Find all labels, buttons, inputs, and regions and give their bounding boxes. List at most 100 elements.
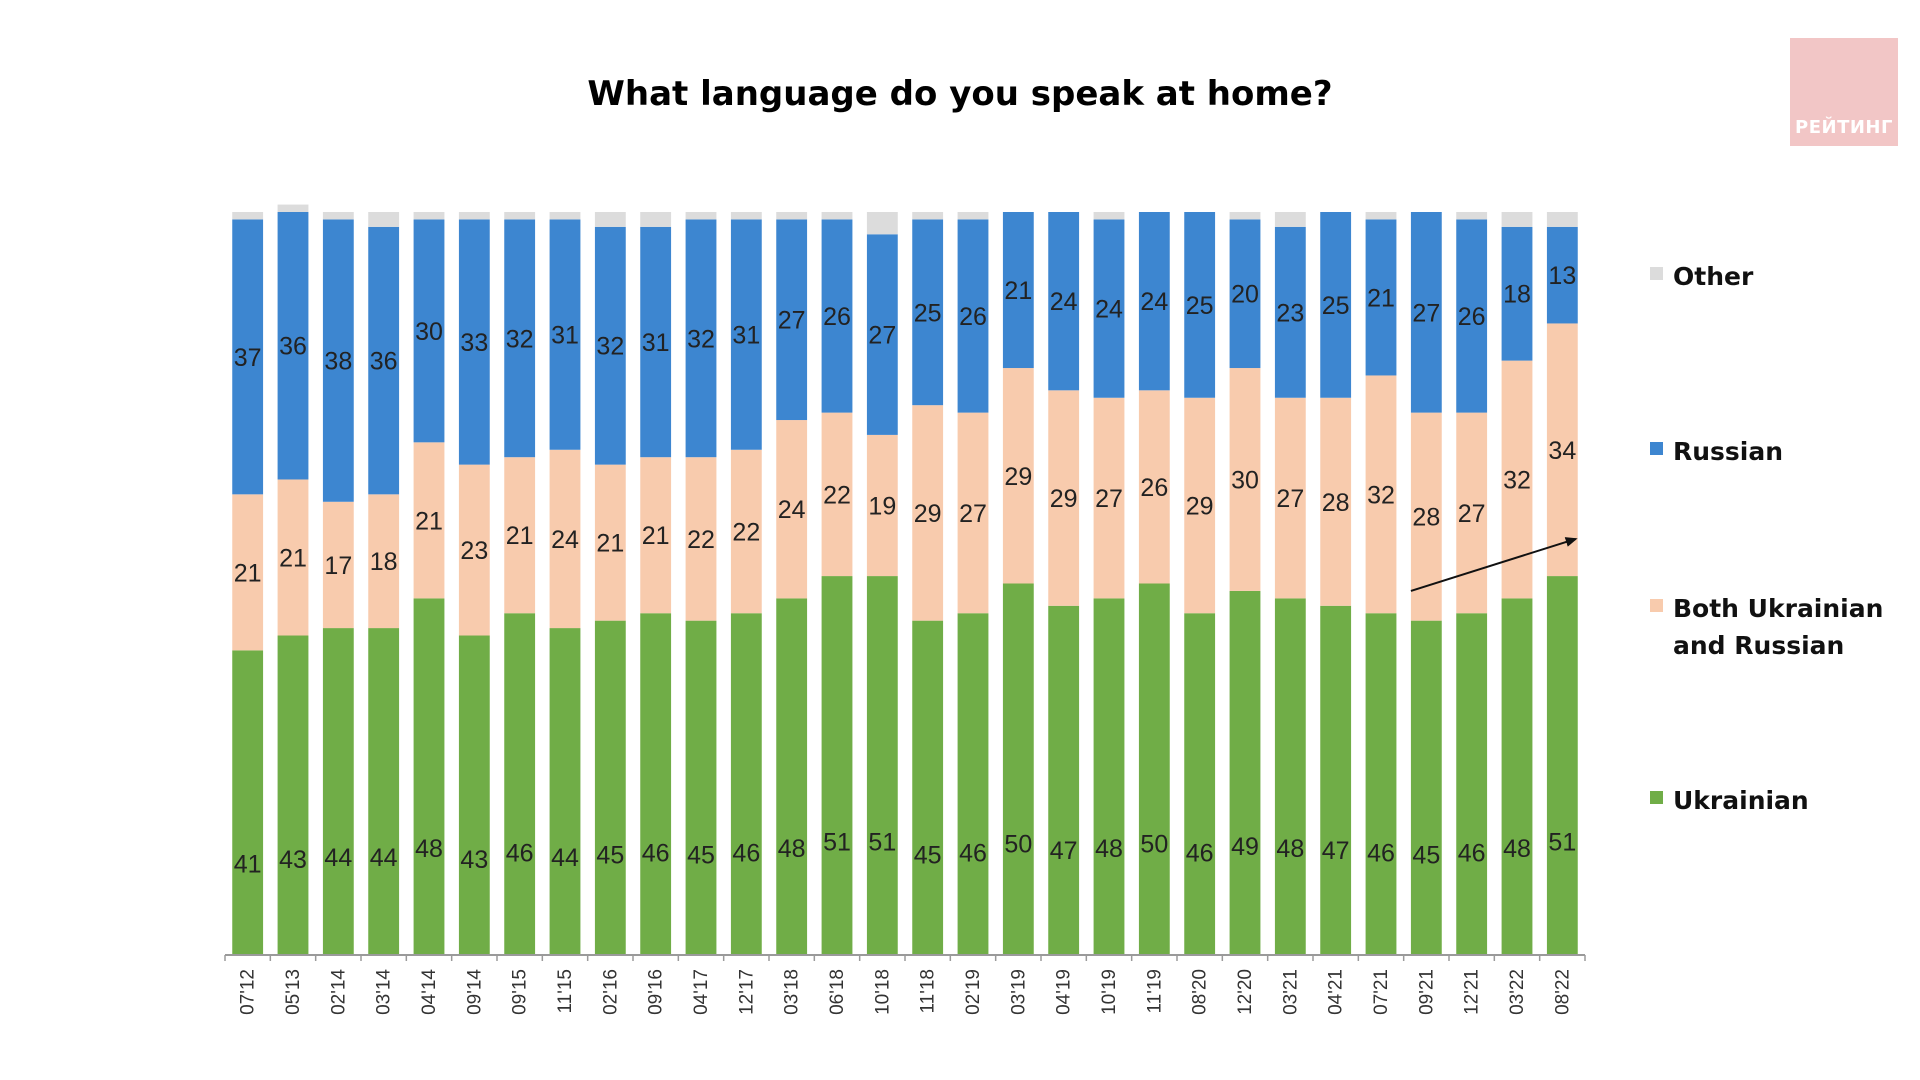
bar-ukrainian-12 bbox=[776, 598, 808, 955]
x-tick-label-8: 02'16 bbox=[600, 969, 621, 1015]
value-label-russian-8: 32 bbox=[596, 333, 624, 361]
logo-text: РЕЙТИНГ bbox=[1795, 117, 1893, 138]
value-label-russian-15: 25 bbox=[914, 299, 942, 327]
x-tick-label-6: 09'15 bbox=[510, 969, 531, 1015]
value-label-ukrainian-4: 48 bbox=[415, 835, 443, 863]
x-tick-label-20: 11'19 bbox=[1144, 969, 1165, 1014]
legend-swatch-ukrainian bbox=[1650, 791, 1663, 804]
value-label-russian-23: 23 bbox=[1276, 299, 1304, 327]
x-tick-label-13: 06'18 bbox=[827, 969, 848, 1015]
x-tick-label-22: 12'20 bbox=[1235, 969, 1256, 1015]
value-label-russian-17: 21 bbox=[1004, 277, 1032, 305]
bar-both-ukrainian-and-russian-17 bbox=[1002, 368, 1034, 584]
value-label-ukrainian-24: 47 bbox=[1322, 837, 1350, 865]
bar-ukrainian-18 bbox=[1048, 605, 1080, 955]
value-label-ukrainian-9: 46 bbox=[642, 839, 670, 867]
x-tick-label-12: 03'18 bbox=[782, 969, 803, 1015]
x-tick-label-16: 02'19 bbox=[963, 969, 984, 1015]
bar-russian-8 bbox=[594, 226, 626, 465]
bar-ukrainian-8 bbox=[594, 620, 626, 955]
value-label-ukrainian-16: 46 bbox=[959, 839, 987, 867]
bar-other-29 bbox=[1546, 212, 1578, 227]
bar-ukrainian-29 bbox=[1546, 576, 1578, 955]
x-tick-label-10: 04'17 bbox=[691, 969, 712, 1015]
legend-swatch-both-ukrainian-and-russian bbox=[1650, 599, 1663, 612]
value-label-both-ukrainian-and-russian-10: 22 bbox=[687, 526, 715, 554]
bar-other-15 bbox=[912, 212, 944, 220]
legend-item-other: Other bbox=[1650, 258, 1913, 295]
bar-other-0 bbox=[232, 212, 264, 220]
bar-russian-24 bbox=[1320, 212, 1352, 398]
x-tick-label-1: 05'13 bbox=[283, 969, 304, 1015]
bar-other-22 bbox=[1229, 212, 1261, 220]
value-label-both-ukrainian-and-russian-29: 34 bbox=[1548, 437, 1576, 465]
legend-swatch-russian bbox=[1650, 442, 1663, 455]
bar-ukrainian-14 bbox=[866, 576, 898, 955]
bar-russian-27 bbox=[1456, 219, 1488, 413]
bar-both-ukrainian-and-russian-16 bbox=[957, 412, 989, 614]
value-label-both-ukrainian-and-russian-8: 21 bbox=[596, 530, 624, 558]
value-label-russian-24: 25 bbox=[1322, 292, 1350, 320]
value-label-ukrainian-15: 45 bbox=[914, 842, 942, 870]
value-label-both-ukrainian-and-russian-2: 17 bbox=[324, 552, 352, 580]
x-tick-label-5: 09'14 bbox=[464, 969, 485, 1015]
bar-ukrainian-0 bbox=[232, 650, 264, 955]
bar-ukrainian-5 bbox=[458, 635, 490, 955]
bar-both-ukrainian-and-russian-15 bbox=[912, 405, 944, 621]
bar-russian-4 bbox=[413, 219, 445, 443]
value-label-ukrainian-0: 41 bbox=[234, 851, 262, 879]
value-label-both-ukrainian-and-russian-3: 18 bbox=[370, 548, 398, 576]
bar-other-4 bbox=[413, 212, 445, 220]
value-label-both-ukrainian-and-russian-19: 27 bbox=[1095, 485, 1123, 513]
bar-both-ukrainian-and-russian-7 bbox=[549, 449, 581, 629]
bar-other-19 bbox=[1093, 212, 1125, 220]
bar-both-ukrainian-and-russian-4 bbox=[413, 442, 445, 599]
bar-both-ukrainian-and-russian-11 bbox=[730, 449, 762, 614]
bar-ukrainian-21 bbox=[1184, 613, 1216, 955]
bar-russian-23 bbox=[1274, 226, 1306, 398]
value-label-russian-22: 20 bbox=[1231, 281, 1259, 309]
value-label-both-ukrainian-and-russian-13: 22 bbox=[823, 481, 851, 509]
x-tick-label-4: 04'14 bbox=[419, 969, 440, 1015]
bar-both-ukrainian-and-russian-6 bbox=[504, 457, 536, 614]
x-tick-label-25: 07'21 bbox=[1371, 969, 1392, 1015]
legend-label-ukrainian: Ukrainian bbox=[1673, 786, 1809, 815]
value-label-russian-10: 32 bbox=[687, 325, 715, 353]
bar-other-13 bbox=[821, 212, 853, 220]
x-tick-label-27: 12'21 bbox=[1462, 969, 1483, 1015]
bar-other-10 bbox=[685, 212, 717, 220]
bar-both-ukrainian-and-russian-20 bbox=[1138, 390, 1170, 584]
bar-russian-1 bbox=[277, 212, 309, 480]
value-label-ukrainian-29: 51 bbox=[1548, 828, 1576, 856]
legend-label-other: Other bbox=[1673, 262, 1754, 291]
x-tick-label-15: 11'18 bbox=[918, 969, 939, 1014]
bar-both-ukrainian-and-russian-1 bbox=[277, 479, 309, 636]
bar-russian-21 bbox=[1184, 212, 1216, 398]
value-label-ukrainian-11: 46 bbox=[732, 839, 760, 867]
bar-ukrainian-20 bbox=[1138, 583, 1170, 955]
bar-russian-28 bbox=[1501, 226, 1533, 361]
bar-other-23 bbox=[1274, 212, 1306, 227]
value-label-russian-29: 13 bbox=[1548, 262, 1576, 290]
value-label-both-ukrainian-and-russian-21: 29 bbox=[1186, 492, 1214, 520]
value-label-russian-4: 30 bbox=[415, 318, 443, 346]
bar-other-1 bbox=[277, 204, 309, 212]
value-label-both-ukrainian-and-russian-26: 28 bbox=[1412, 504, 1440, 532]
bar-ukrainian-9 bbox=[640, 613, 672, 955]
bar-ukrainian-28 bbox=[1501, 598, 1533, 955]
value-label-both-ukrainian-and-russian-22: 30 bbox=[1231, 466, 1259, 494]
value-label-both-ukrainian-and-russian-25: 32 bbox=[1367, 481, 1395, 509]
value-label-russian-26: 27 bbox=[1412, 299, 1440, 327]
bar-ukrainian-22 bbox=[1229, 590, 1261, 955]
bar-other-2 bbox=[322, 212, 354, 220]
legend-item-ukrainian: Ukrainian bbox=[1650, 782, 1913, 819]
bar-russian-17 bbox=[1002, 212, 1034, 369]
bar-russian-6 bbox=[504, 219, 536, 458]
bar-other-12 bbox=[776, 212, 808, 220]
bar-other-9 bbox=[640, 212, 672, 227]
x-tick-label-19: 10'19 bbox=[1099, 969, 1120, 1015]
value-label-ukrainian-23: 48 bbox=[1276, 835, 1304, 863]
value-label-ukrainian-19: 48 bbox=[1095, 835, 1123, 863]
bar-ukrainian-17 bbox=[1002, 583, 1034, 955]
bar-ukrainian-23 bbox=[1274, 598, 1306, 955]
